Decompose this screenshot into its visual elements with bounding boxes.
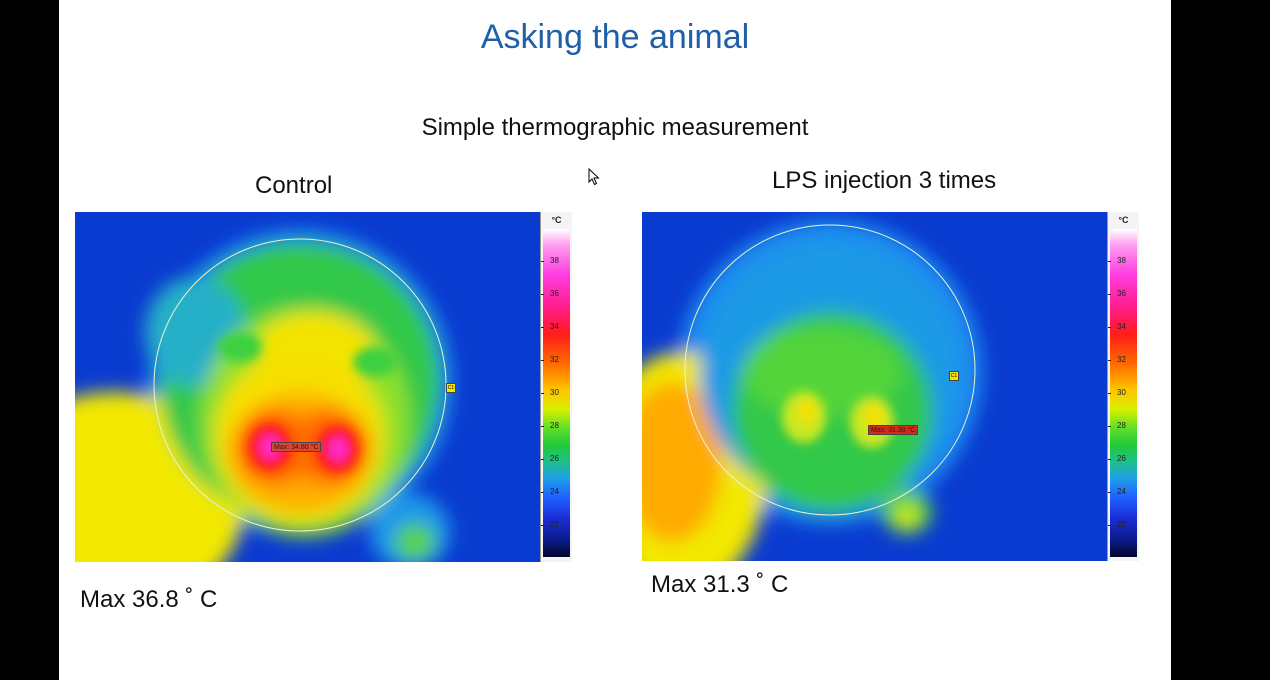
slide-title: Asking the animal — [480, 18, 750, 56]
scale-tick: 22 — [541, 520, 568, 529]
scale-tick: 32 — [541, 355, 568, 364]
scale-unit: °C — [551, 215, 562, 225]
scale-tick: 30 — [541, 388, 568, 397]
scale-tick: 36 — [1108, 289, 1135, 298]
scale-tick: 32 — [1108, 355, 1135, 364]
color-scale-bar: °C 38 36 34 32 30 28 26 24 22 — [540, 212, 572, 562]
max-caption-control: Max 36.8 ˚ C — [80, 586, 218, 613]
thermal-image-lps: Max: 31.30 °C C1 °C 38 36 34 32 30 28 26… — [642, 212, 1139, 561]
panel-heading-lps: LPS injection 3 times — [772, 167, 997, 194]
panel-heading-control: Control — [255, 172, 333, 199]
mouse-pointer-icon — [588, 168, 600, 186]
color-scale-bar: °C 38 36 34 32 30 28 26 24 22 — [1107, 212, 1139, 561]
scale-tick: 26 — [1108, 454, 1135, 463]
scale-gradient — [1110, 229, 1137, 557]
scale-tick: 34 — [1108, 322, 1135, 331]
c1-marker: C1 — [446, 383, 456, 393]
scale-tick: 38 — [541, 256, 568, 265]
scale-gradient — [543, 229, 570, 557]
slide: Asking the animal Simple thermographic m… — [59, 0, 1171, 680]
scale-tick: 34 — [541, 322, 568, 331]
scale-tick: 22 — [1108, 520, 1135, 529]
scale-tick: 28 — [1108, 421, 1135, 430]
scale-tick: 24 — [541, 487, 568, 496]
scale-tick: 26 — [541, 454, 568, 463]
scale-tick: 30 — [1108, 388, 1135, 397]
thermal-image-control: Max: 34.80 °C C1 °C 38 36 34 32 30 28 26… — [75, 212, 572, 562]
c1-marker: C1 — [949, 371, 959, 381]
slide-subtitle: Simple thermographic measurement — [421, 114, 809, 141]
scale-tick: 38 — [1108, 256, 1135, 265]
scale-tick: 24 — [1108, 487, 1135, 496]
scale-tick: 28 — [541, 421, 568, 430]
scale-tick: 36 — [541, 289, 568, 298]
max-temperature-marker: Max: 31.30 °C — [868, 425, 919, 435]
scale-unit: °C — [1118, 215, 1129, 225]
max-caption-lps: Max 31.3 ˚ C — [651, 571, 789, 598]
max-temperature-marker: Max: 34.80 °C — [271, 442, 322, 452]
